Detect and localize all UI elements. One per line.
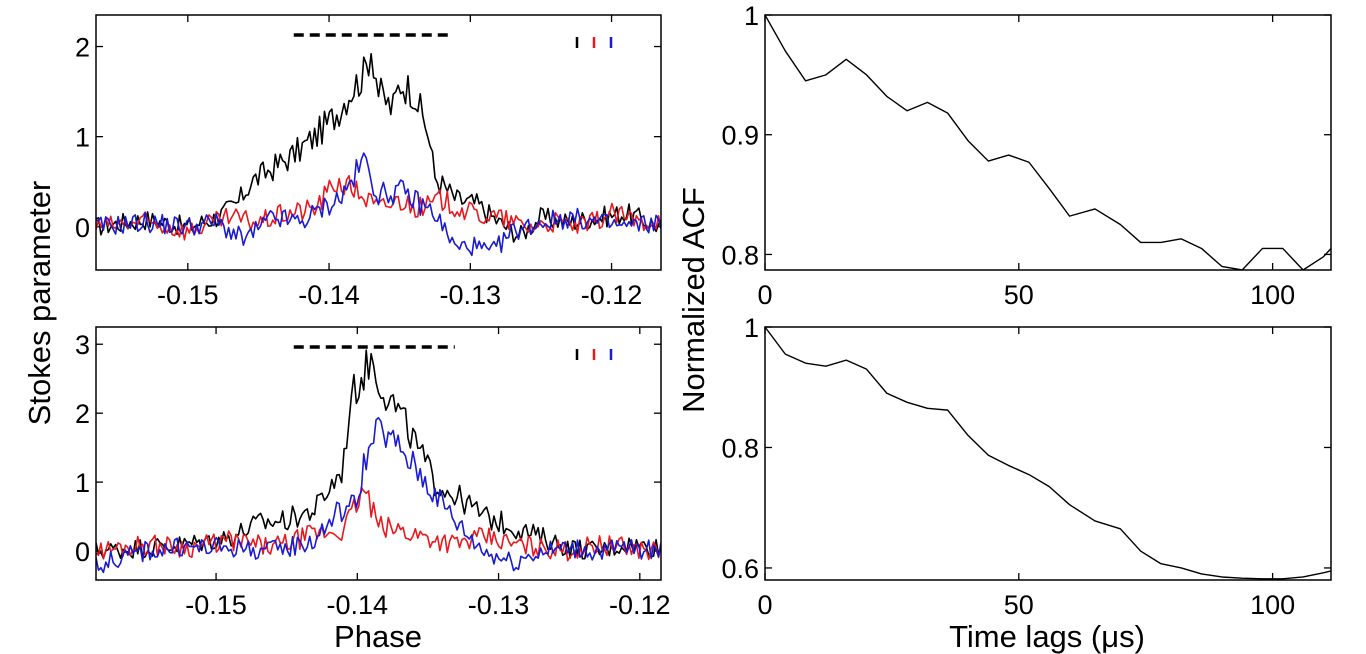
stokes-bottom-series-L <box>96 486 661 562</box>
acf-bottom-ytick-label: 0.6 <box>721 554 759 584</box>
stokes-bottom-series-V <box>96 416 661 574</box>
stokes-top-ytick-label: 1 <box>75 123 90 153</box>
acf-bottom-series-acf <box>765 327 1331 580</box>
stokes-bottom-frame <box>95 326 662 581</box>
stokes-bottom-ytick-label: 3 <box>75 330 90 360</box>
stokes-bottom-xtick-label: -0.14 <box>327 590 389 620</box>
acf-top-series-acf <box>765 15 1331 270</box>
left-x-axis-title: Phase <box>334 619 422 654</box>
stokes-top-series-L <box>96 174 661 241</box>
stokes-top-ytick-label: 0 <box>75 213 90 243</box>
acf-top-xtick-label: 50 <box>1004 280 1034 310</box>
right-x-axis-title: Time lags (μs) <box>949 619 1145 654</box>
stokes-bottom-series-I <box>96 349 661 560</box>
stokes-top-xtick-label: -0.15 <box>157 280 219 310</box>
acf-bottom-ytick-label: 1 <box>744 313 759 343</box>
right-y-axis-title: Normalized ACF <box>676 187 711 413</box>
stokes-bottom-xtick-label: -0.15 <box>185 590 247 620</box>
acf-top-ytick-label: 0.8 <box>721 240 759 270</box>
stokes-top-frame <box>95 14 662 271</box>
acf-top-ytick-label: 0.9 <box>721 121 759 151</box>
stokes-top-ytick-label: 2 <box>75 33 90 63</box>
stokes-top-xtick-label: -0.12 <box>581 280 643 310</box>
stokes-top-xtick-label: -0.14 <box>298 280 360 310</box>
left-y-axis-title: Stokes parameter <box>22 181 57 426</box>
stokes-bottom-xtick-label: -0.13 <box>468 590 530 620</box>
acf-bottom-ytick-label: 0.8 <box>721 433 759 463</box>
acf-top-xtick-label: 0 <box>757 280 772 310</box>
stokes-bottom-ytick-label: 2 <box>75 399 90 429</box>
acf-bottom-xtick-label: 50 <box>1004 590 1034 620</box>
acf-bottom-xtick-label: 0 <box>757 590 772 620</box>
stokes-bottom-ytick-label: 0 <box>75 537 90 567</box>
stokes-bottom-xtick-label: -0.12 <box>609 590 671 620</box>
acf-top-ytick-label: 1 <box>744 1 759 31</box>
stokes-top-series-V <box>96 152 661 257</box>
acf-top-xtick-label: 100 <box>1250 280 1295 310</box>
stokes-top-xtick-label: -0.13 <box>440 280 502 310</box>
acf-top-frame <box>764 14 1332 271</box>
stokes-bottom-ytick-label: 1 <box>75 468 90 498</box>
acf-bottom-xtick-label: 100 <box>1250 590 1295 620</box>
acf-bottom-frame <box>764 326 1332 581</box>
